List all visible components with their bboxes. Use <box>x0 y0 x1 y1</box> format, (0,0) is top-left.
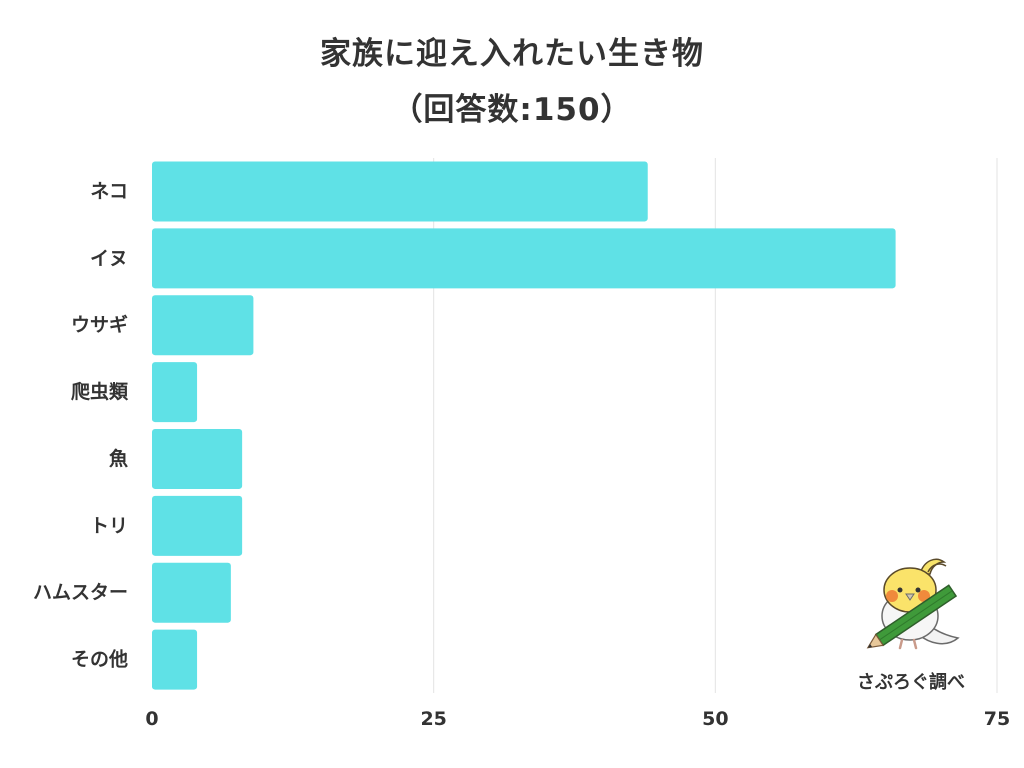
category-label: トリ <box>90 515 128 537</box>
category-label: その他 <box>71 648 128 671</box>
bar <box>152 228 896 289</box>
bar <box>152 295 254 356</box>
category-label: イヌ <box>90 247 128 269</box>
x-tick-label: 25 <box>420 708 446 730</box>
cockatiel-with-pencil-icon <box>866 558 960 650</box>
x-tick-labels: 0 25 50 75 <box>145 708 1010 730</box>
bar <box>152 161 648 222</box>
credit-text: さぷろぐ調べ <box>857 672 965 693</box>
category-label: 魚 <box>109 447 128 470</box>
chart-title: 家族に迎え入れたい生き物 <box>320 36 704 72</box>
x-tick-label: 0 <box>145 708 158 730</box>
bars <box>152 161 896 690</box>
category-label: ネコ <box>90 180 128 202</box>
category-label: ハムスター <box>33 582 128 604</box>
chart-subtitle: （回答数:150） <box>391 92 633 128</box>
x-tick-label: 75 <box>984 708 1010 730</box>
bar <box>152 428 243 489</box>
bar <box>152 362 198 423</box>
bar <box>152 495 243 556</box>
bar <box>152 562 231 623</box>
category-label: ウサギ <box>71 314 128 336</box>
bar <box>152 629 198 690</box>
category-label: 爬虫類 <box>70 380 129 403</box>
x-tick-label: 50 <box>702 708 728 730</box>
